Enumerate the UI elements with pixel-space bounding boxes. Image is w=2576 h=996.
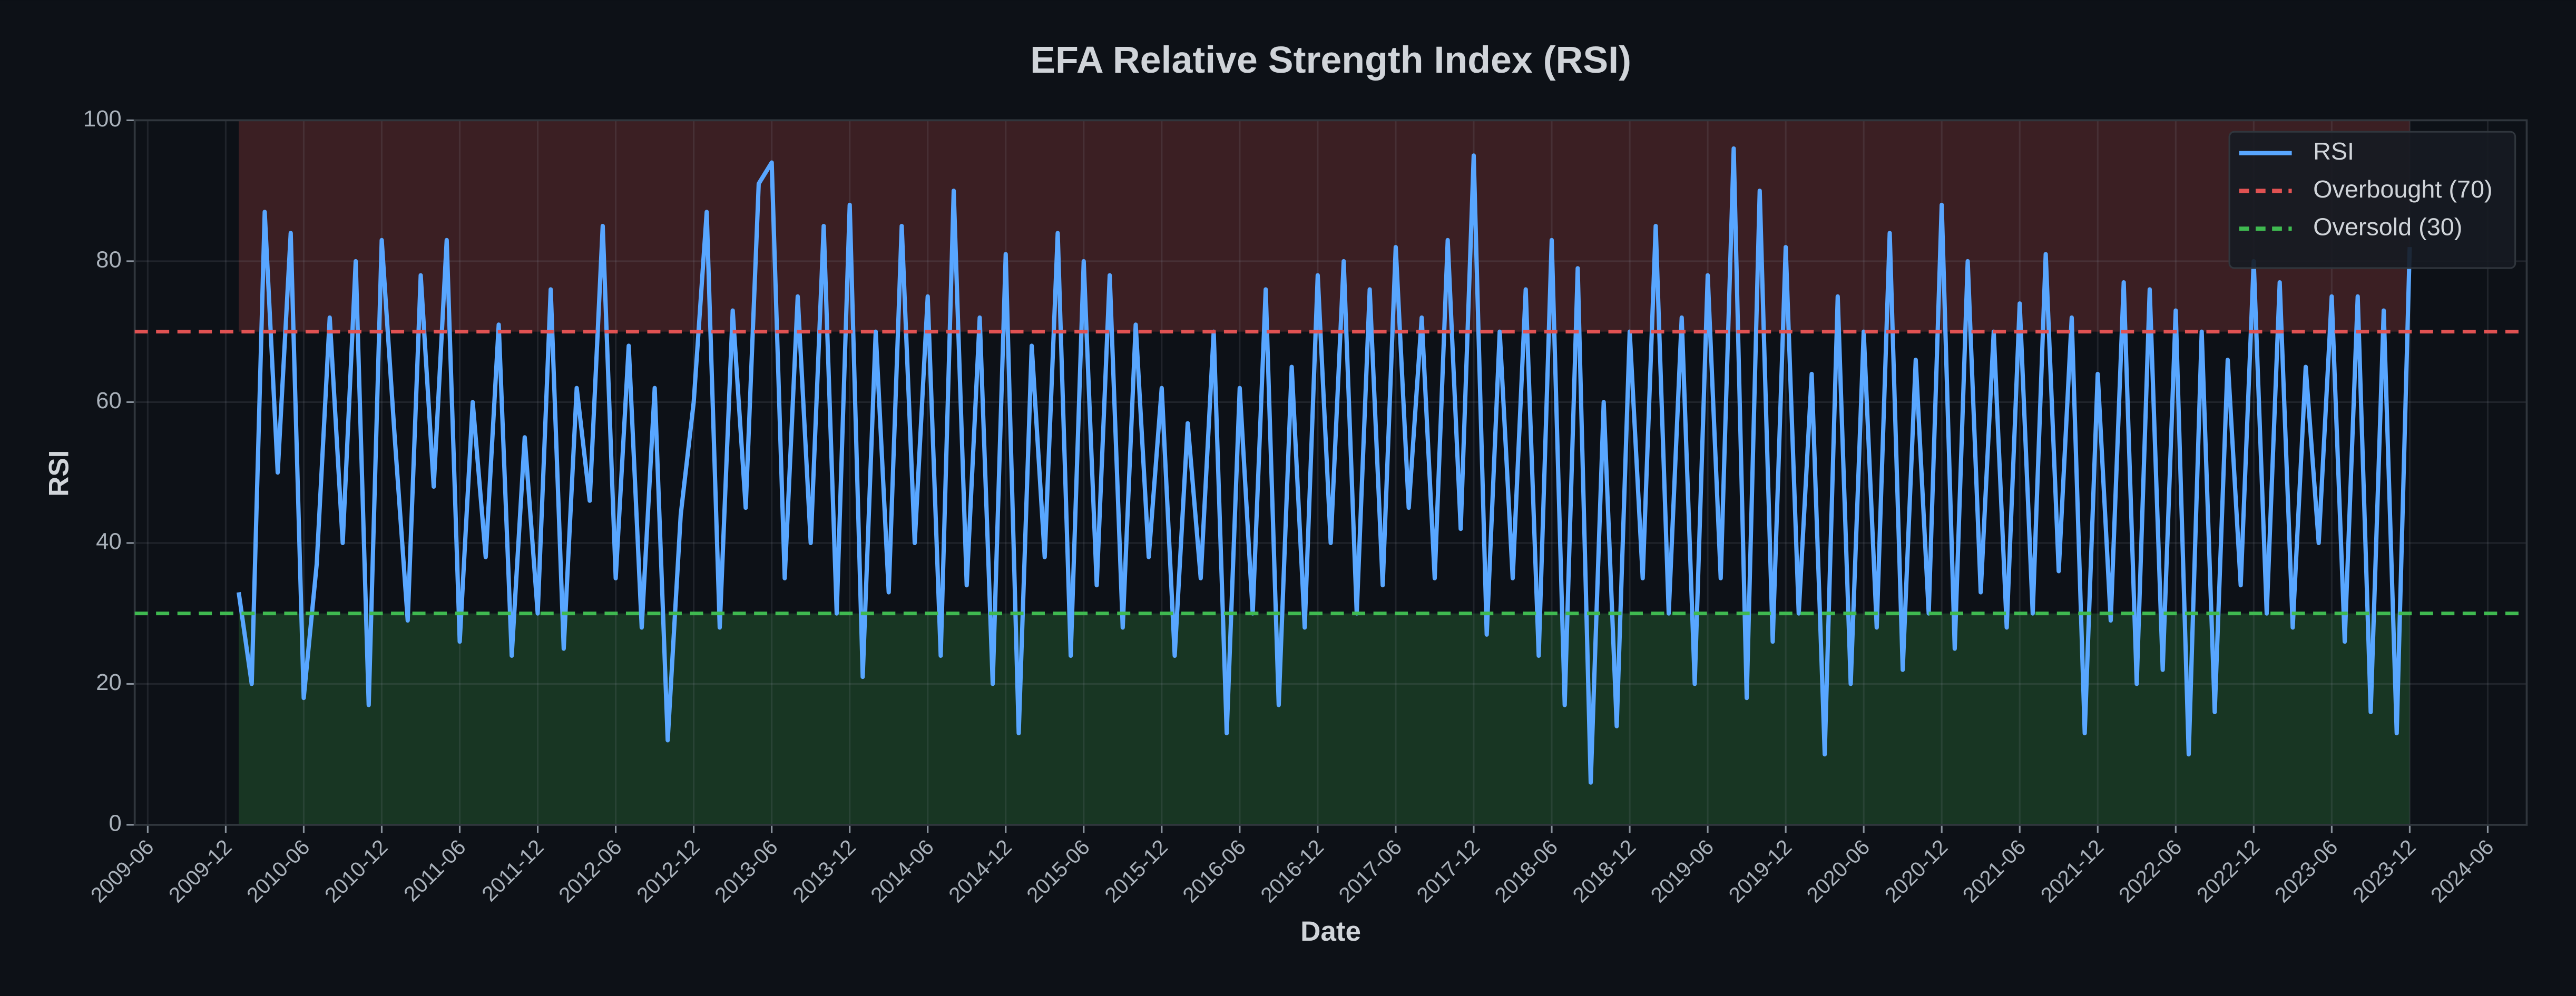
x-axis-label: Date bbox=[1300, 916, 1361, 947]
rsi-line bbox=[237, 146, 2412, 785]
y-tick-label: 20 bbox=[96, 669, 122, 695]
y-tick-label: 100 bbox=[83, 106, 122, 132]
y-tick-label: 0 bbox=[109, 811, 121, 836]
legend-label: Oversold (30) bbox=[2313, 213, 2462, 241]
y-tick-label: 60 bbox=[96, 388, 122, 413]
legend-box bbox=[2228, 131, 2516, 269]
zone-band bbox=[239, 120, 2410, 332]
legend-label: Overbought (70) bbox=[2313, 175, 2492, 203]
y-tick-label: 40 bbox=[96, 528, 122, 554]
y-tick-label: 80 bbox=[96, 246, 122, 272]
legend-label: RSI bbox=[2313, 137, 2354, 165]
plot-frame bbox=[133, 119, 2528, 826]
zone-band bbox=[239, 613, 2410, 825]
chart-title: EFA Relative Strength Index (RSI) bbox=[1030, 39, 1631, 81]
legend: RSI Overbought (70) Oversold (30) bbox=[2228, 131, 2516, 269]
y-axis-label: RSI bbox=[43, 450, 74, 497]
